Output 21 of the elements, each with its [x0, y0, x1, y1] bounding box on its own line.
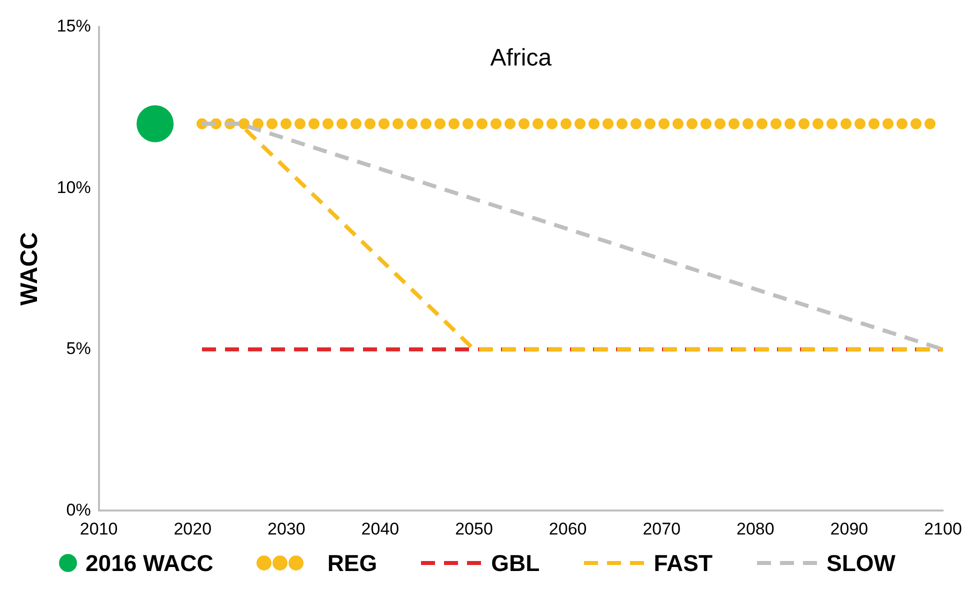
x-tick-label: 2060	[548, 519, 587, 538]
y-tick-label: 5%	[66, 339, 91, 358]
legend-label: 2016 WACC	[85, 550, 214, 576]
legend-label: REG	[327, 550, 378, 576]
x-tick-label: 2030	[268, 519, 306, 538]
y-tick-label: 15%	[56, 16, 91, 36]
x-tick-label: 2090	[830, 519, 868, 538]
x-tick-label: 2050	[455, 519, 493, 538]
x-tick-label: 2080	[736, 519, 774, 538]
x-tick-label: 2020	[174, 519, 212, 538]
legend-label: SLOW	[826, 550, 896, 576]
y-tick-label: 0%	[66, 500, 91, 520]
x-tick-label: 2040	[361, 519, 400, 538]
y-axis-title: WACC	[16, 232, 44, 306]
text: Africa	[490, 44, 552, 72]
legend-label: GBL	[491, 550, 540, 576]
y-tick-label: 10%	[56, 178, 91, 197]
x-tick-label: 2010	[80, 519, 118, 538]
x-tick-label: 2100	[924, 519, 962, 538]
legend-label: FAST	[654, 550, 712, 576]
x-tick-label: 2070	[642, 519, 681, 538]
